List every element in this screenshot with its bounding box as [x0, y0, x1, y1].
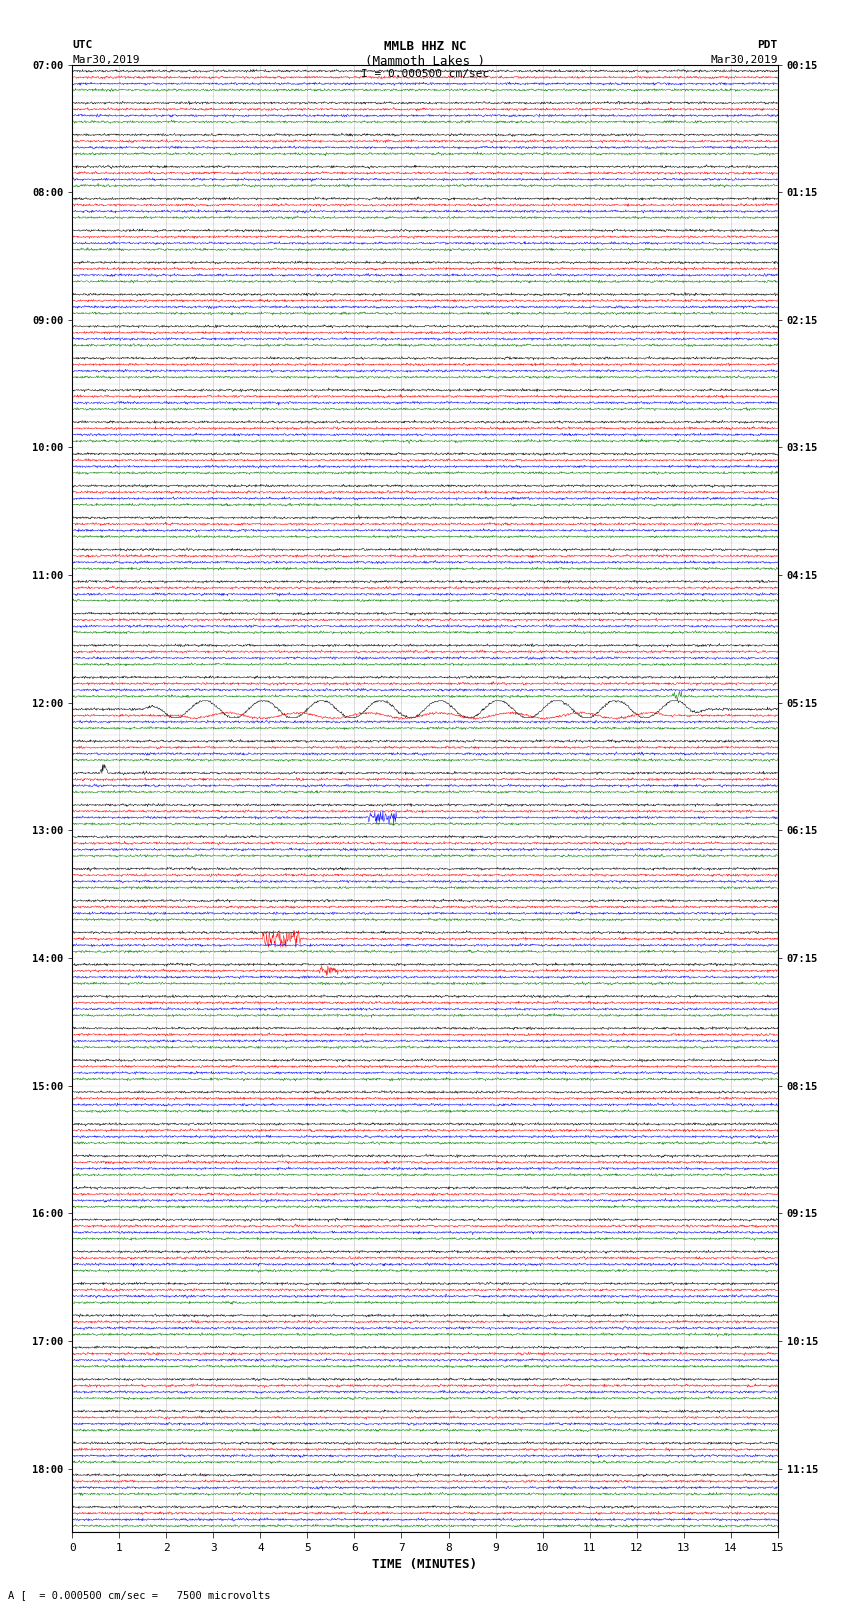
X-axis label: TIME (MINUTES): TIME (MINUTES) [372, 1558, 478, 1571]
Text: Mar30,2019: Mar30,2019 [72, 55, 139, 65]
Text: MMLB HHZ NC: MMLB HHZ NC [383, 40, 467, 53]
Text: Mar30,2019: Mar30,2019 [711, 55, 778, 65]
Text: (Mammoth Lakes ): (Mammoth Lakes ) [365, 55, 485, 68]
Text: PDT: PDT [757, 40, 778, 50]
Text: UTC: UTC [72, 40, 93, 50]
Text: I = 0.000500 cm/sec: I = 0.000500 cm/sec [361, 69, 489, 79]
Text: A [  = 0.000500 cm/sec =   7500 microvolts: A [ = 0.000500 cm/sec = 7500 microvolts [8, 1590, 271, 1600]
